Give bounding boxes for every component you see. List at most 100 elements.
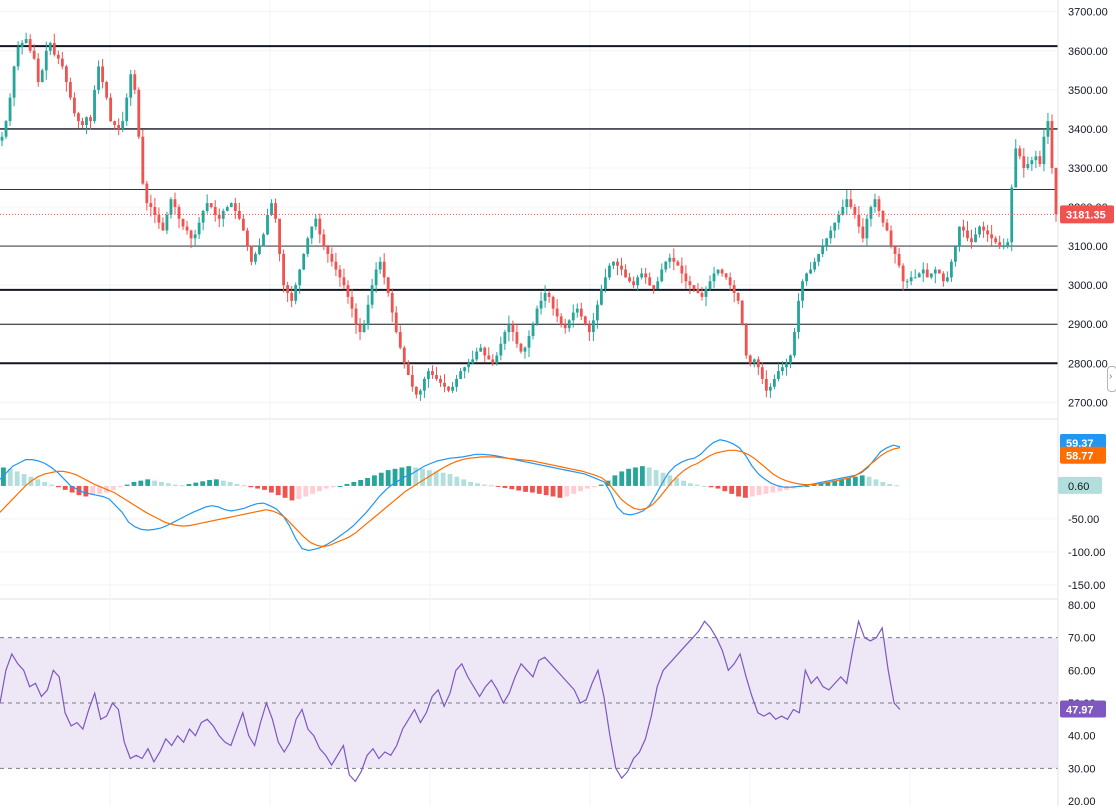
macd-histogram-bar xyxy=(461,479,467,486)
candle-body xyxy=(85,117,88,126)
candle-body xyxy=(1026,164,1030,168)
macd-histogram-bar xyxy=(317,485,322,492)
macd-histogram-bar xyxy=(743,485,748,498)
candle-body xyxy=(740,300,744,325)
macd-histogram-bar xyxy=(619,471,625,486)
candle-body xyxy=(20,42,24,47)
candle-body xyxy=(137,89,141,137)
rsi-panel[interactable] xyxy=(0,619,1058,783)
candle-body xyxy=(286,285,290,293)
candle-body xyxy=(595,304,599,321)
candle-body xyxy=(945,277,949,282)
candle-body xyxy=(672,257,676,262)
macd-histogram-bar xyxy=(667,475,673,486)
candle-body xyxy=(201,210,205,223)
candle-body xyxy=(447,386,450,391)
candle-body xyxy=(845,199,849,208)
macd-histogram-bar xyxy=(736,485,741,497)
candle-body xyxy=(73,97,76,114)
price-panel[interactable] xyxy=(0,32,1058,401)
macd-histogram-bar xyxy=(262,485,267,490)
candle-body xyxy=(656,281,660,290)
candle-body xyxy=(56,54,60,59)
candle-body xyxy=(559,316,563,325)
candle-body xyxy=(390,292,394,313)
candle-body xyxy=(463,367,467,372)
candle-body xyxy=(366,304,370,325)
candle-body xyxy=(8,97,12,122)
macd-histogram-bar xyxy=(763,485,769,494)
price-axis[interactable]: 3700.003600.003500.003400.003300.003200.… xyxy=(1057,0,1116,808)
candle-body xyxy=(551,296,555,309)
candle-body xyxy=(322,234,326,247)
macd-histogram-bar xyxy=(557,485,563,498)
candle-body xyxy=(616,261,619,266)
macd-histogram-bar xyxy=(378,472,384,486)
macd-histogram-bar xyxy=(14,471,20,486)
candle-body xyxy=(567,320,571,329)
candle-body xyxy=(970,238,973,243)
candle-body xyxy=(857,214,861,227)
candle-body xyxy=(173,199,177,208)
macd-histogram-bar xyxy=(887,483,893,486)
macd-tick-label: -150.00 xyxy=(1068,580,1105,592)
candle-body xyxy=(113,121,117,126)
candle-body xyxy=(612,261,615,266)
rsi-tick-label: 30.00 xyxy=(1068,763,1096,775)
candle-body xyxy=(153,207,157,215)
macd-histogram-bar xyxy=(502,485,508,488)
macd-histogram-bar xyxy=(770,485,776,493)
candle-body xyxy=(789,355,792,364)
candle-body xyxy=(608,265,611,278)
macd-histogram-bar xyxy=(159,481,164,486)
histogram-value-tag xyxy=(1058,476,1102,494)
candle-body xyxy=(370,285,374,305)
candle-body xyxy=(64,66,68,83)
candle-body xyxy=(495,355,499,364)
macd-histogram-bar xyxy=(523,485,528,492)
candle-body xyxy=(921,269,925,274)
candle-body xyxy=(338,269,342,278)
macd-histogram-bar xyxy=(207,479,212,486)
scroll-handle[interactable]: › xyxy=(1107,366,1116,392)
candle-body xyxy=(342,277,346,286)
rsi-tick-label: 60.00 xyxy=(1068,665,1096,677)
candle-body xyxy=(760,367,764,379)
macd-histogram-bar xyxy=(406,466,412,486)
candle-body xyxy=(44,50,48,71)
candle-body xyxy=(736,292,740,301)
rsi-value-tag xyxy=(1060,700,1106,718)
candle-body xyxy=(958,226,961,247)
candle-body xyxy=(817,253,821,262)
candle-body xyxy=(841,207,845,215)
rsi-tick-label: 40.00 xyxy=(1068,731,1096,743)
candle-body xyxy=(185,226,189,231)
candle-body xyxy=(217,214,221,219)
candle-body xyxy=(535,308,539,325)
candle-body xyxy=(418,390,422,395)
candle-body xyxy=(177,207,181,219)
candle-body xyxy=(752,359,756,364)
macd-histogram-bar xyxy=(255,485,261,489)
candle-body xyxy=(68,82,72,98)
macd-histogram-bar xyxy=(839,479,845,486)
candle-body xyxy=(250,246,253,262)
macd-series-line xyxy=(0,447,901,548)
candle-body xyxy=(209,203,213,208)
candle-body xyxy=(28,39,32,51)
candle-body xyxy=(326,246,330,254)
candle-body xyxy=(149,203,153,208)
candle-body xyxy=(962,226,965,231)
price-tick-label: 3600.00 xyxy=(1068,46,1108,58)
macd-histogram-bar xyxy=(413,467,419,486)
macd-panel[interactable] xyxy=(0,439,901,552)
candle-body xyxy=(1030,160,1034,165)
candle-body xyxy=(853,207,857,215)
macd-histogram-bar xyxy=(543,485,549,496)
candle-body xyxy=(720,269,724,274)
candle-body xyxy=(193,234,197,239)
macd-histogram-bar xyxy=(440,472,446,486)
macd-histogram-bar xyxy=(372,475,377,486)
